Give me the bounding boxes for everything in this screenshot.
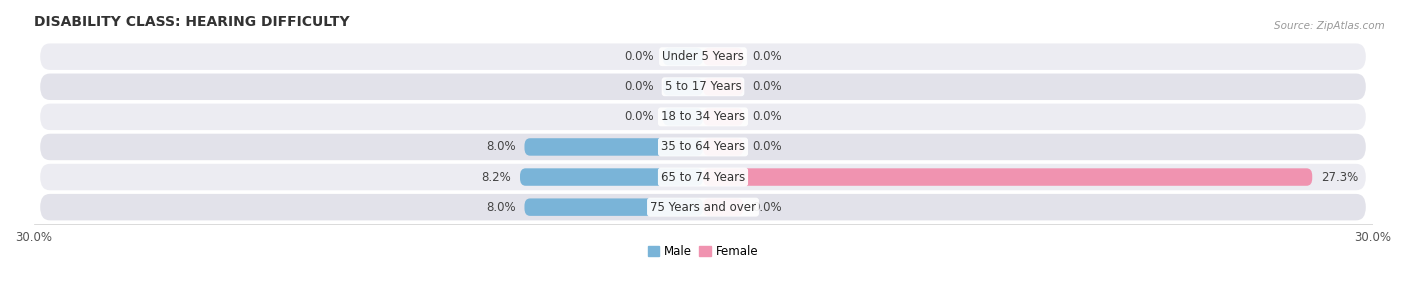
Text: 18 to 34 Years: 18 to 34 Years [661, 110, 745, 123]
FancyBboxPatch shape [524, 198, 703, 216]
Text: 0.0%: 0.0% [752, 110, 782, 123]
FancyBboxPatch shape [41, 194, 1365, 220]
Text: 75 Years and over: 75 Years and over [650, 201, 756, 214]
FancyBboxPatch shape [703, 198, 744, 216]
Text: 27.3%: 27.3% [1322, 170, 1358, 184]
Text: 35 to 64 Years: 35 to 64 Years [661, 140, 745, 153]
FancyBboxPatch shape [703, 48, 744, 65]
FancyBboxPatch shape [662, 78, 703, 95]
Text: 0.0%: 0.0% [624, 110, 654, 123]
Text: 8.2%: 8.2% [481, 170, 510, 184]
FancyBboxPatch shape [703, 108, 744, 125]
Text: 0.0%: 0.0% [624, 50, 654, 63]
FancyBboxPatch shape [524, 138, 703, 156]
Legend: Male, Female: Male, Female [643, 240, 763, 263]
Text: Source: ZipAtlas.com: Source: ZipAtlas.com [1274, 21, 1385, 32]
Text: 0.0%: 0.0% [624, 80, 654, 93]
Text: 8.0%: 8.0% [486, 140, 516, 153]
Text: 0.0%: 0.0% [752, 50, 782, 63]
Text: 0.0%: 0.0% [752, 80, 782, 93]
FancyBboxPatch shape [520, 168, 703, 186]
Text: 8.0%: 8.0% [486, 201, 516, 214]
Text: 0.0%: 0.0% [752, 201, 782, 214]
FancyBboxPatch shape [41, 73, 1365, 100]
FancyBboxPatch shape [662, 48, 703, 65]
FancyBboxPatch shape [41, 164, 1365, 190]
FancyBboxPatch shape [703, 138, 744, 156]
FancyBboxPatch shape [41, 134, 1365, 160]
Text: DISABILITY CLASS: HEARING DIFFICULTY: DISABILITY CLASS: HEARING DIFFICULTY [34, 15, 349, 29]
FancyBboxPatch shape [41, 104, 1365, 130]
Text: 0.0%: 0.0% [752, 140, 782, 153]
Text: 65 to 74 Years: 65 to 74 Years [661, 170, 745, 184]
Text: Under 5 Years: Under 5 Years [662, 50, 744, 63]
FancyBboxPatch shape [662, 108, 703, 125]
FancyBboxPatch shape [703, 78, 744, 95]
Text: 5 to 17 Years: 5 to 17 Years [665, 80, 741, 93]
FancyBboxPatch shape [41, 43, 1365, 70]
FancyBboxPatch shape [703, 168, 1312, 186]
